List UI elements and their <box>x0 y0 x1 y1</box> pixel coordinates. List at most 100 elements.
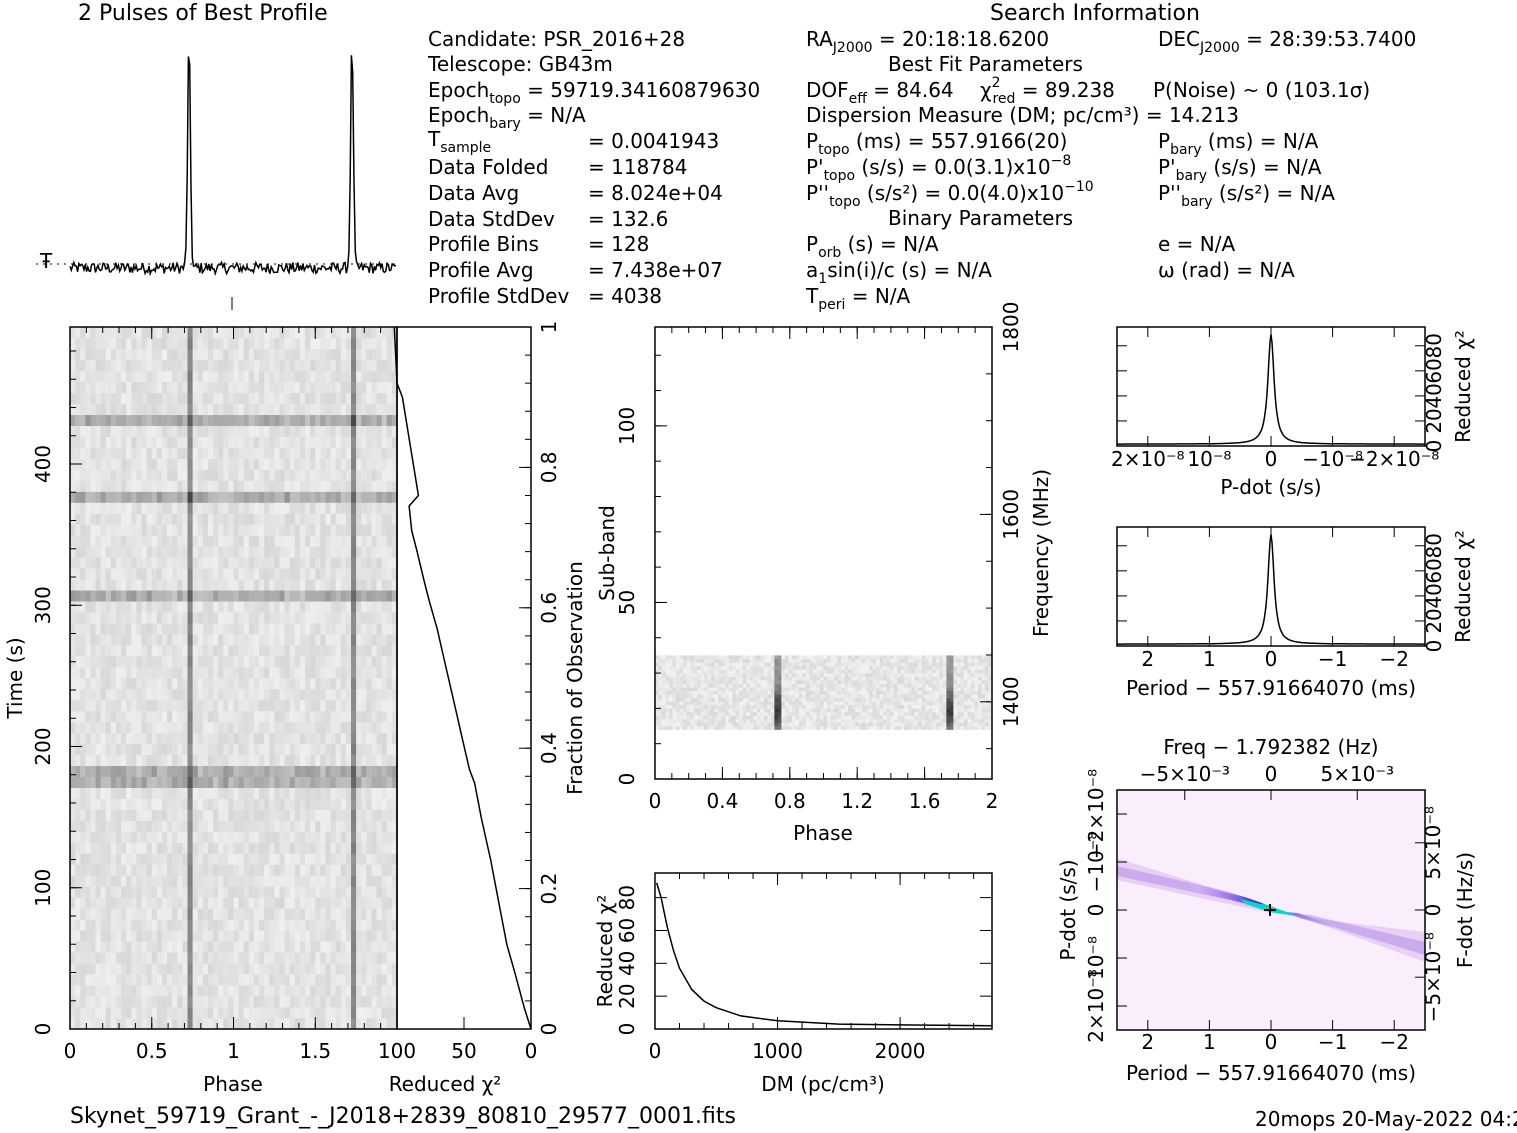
time-phase-cell <box>243 513 250 525</box>
time-phase-cell <box>310 447 316 459</box>
time-phase-cell <box>259 381 265 394</box>
time-phase-cell <box>70 974 76 986</box>
subband-cell <box>700 711 705 716</box>
time-phase-cell <box>294 513 301 525</box>
subband-cell <box>700 701 705 706</box>
time-phase-cell <box>95 831 101 843</box>
time-phase-cell <box>325 710 331 723</box>
subband-cell <box>921 718 926 723</box>
subband-cell <box>827 704 831 709</box>
time-phase-cell <box>315 743 321 756</box>
subband-cell <box>921 708 926 713</box>
time-phase-cell <box>192 908 199 920</box>
time-phase-cell <box>376 579 382 591</box>
subband-cell <box>823 704 828 709</box>
time-phase-cell <box>121 699 127 712</box>
time-phase-cell <box>299 710 306 723</box>
time-phase-cell <box>136 930 142 942</box>
profile-title: 2 Pulses of Best Profile <box>78 1 328 26</box>
time-phase-cell <box>85 974 91 986</box>
time-phase-cell <box>213 864 219 876</box>
time-phase-cell <box>197 732 204 745</box>
time-phase-cell <box>105 952 112 964</box>
time-phase-cell <box>391 699 398 712</box>
time-phase-cell <box>269 645 275 657</box>
time-phase-cell <box>213 579 219 591</box>
time-phase-cell <box>177 831 183 843</box>
subband-cell <box>802 715 807 720</box>
time-phase-cell <box>269 469 275 481</box>
time-phase-cell <box>218 1018 224 1030</box>
time-phase-cell <box>80 634 86 646</box>
subband-cell <box>855 704 859 709</box>
time-phase-cell <box>269 524 275 536</box>
time-phase-cell <box>391 809 398 821</box>
time-phase-cell <box>376 458 382 470</box>
subband-cell <box>925 711 930 716</box>
time-phase-cell <box>386 710 393 723</box>
time-phase-cell <box>187 458 193 470</box>
time-phase-cell <box>95 886 101 898</box>
time-phase-cell <box>243 721 250 734</box>
time-phase-cell <box>177 721 183 734</box>
time-phase-cell <box>223 754 229 767</box>
subband-cell <box>770 722 775 727</box>
time-phase-cell <box>356 557 362 569</box>
time-phase-cell <box>325 612 331 624</box>
time-phase-cell <box>202 524 209 536</box>
time-phase-cell <box>228 623 234 635</box>
time-phase-cell <box>146 546 153 558</box>
subband-cell <box>690 708 694 713</box>
time-phase-cell <box>310 370 316 383</box>
time-phase-cell <box>289 645 296 657</box>
time-phase-cell <box>361 688 367 701</box>
time-phase-cell <box>253 853 260 865</box>
time-phase-cell <box>279 875 285 887</box>
time-phase-cell <box>340 535 347 547</box>
time-phase-cell <box>156 458 163 470</box>
time-phase-cell <box>192 1018 199 1030</box>
time-phase-cell <box>391 370 398 383</box>
subband-cell <box>876 715 880 720</box>
time-phase-cell <box>223 678 229 690</box>
time-phase-cell <box>325 996 331 1008</box>
time-phase-cell <box>146 678 153 690</box>
subband-cell <box>756 704 761 709</box>
subband-cell <box>974 726 979 730</box>
time-phase-cell <box>121 513 127 525</box>
subband-cell <box>942 715 947 720</box>
subband-cell <box>876 718 880 723</box>
time-phase-cell <box>172 447 178 459</box>
time-phase-cell <box>151 897 158 909</box>
time-phase-cell <box>85 436 91 448</box>
time-phase-cell <box>197 348 204 361</box>
time-phase-cell <box>381 579 388 591</box>
time-phase-cell <box>85 678 91 690</box>
time-phase-cell <box>233 754 239 767</box>
time-phase-cell <box>340 809 347 821</box>
time-phase-cell <box>284 491 290 503</box>
time-phase-cell <box>167 710 173 723</box>
time-phase-cell <box>218 710 224 723</box>
time-phase-cell <box>177 623 183 635</box>
time-phase-cell <box>259 754 265 767</box>
time-phase-cell <box>279 721 285 734</box>
time-phase-cell <box>315 875 321 887</box>
time-phase-cell <box>213 425 219 437</box>
subband-cell <box>728 718 733 723</box>
time-phase-cell <box>187 601 193 613</box>
time-phase-cell <box>75 776 81 788</box>
time-phase-cell <box>90 688 96 701</box>
time-phase-cell <box>110 743 117 756</box>
time-phase-cell <box>386 754 393 767</box>
time-phase-cell <box>177 535 183 547</box>
time-phase-cell <box>126 809 132 821</box>
time-phase-cell <box>121 634 127 646</box>
time-phase-cell <box>289 557 296 569</box>
time-phase-cell <box>156 436 163 448</box>
time-phase-cell <box>366 425 372 437</box>
time-phase-cell <box>151 579 158 591</box>
time-phase-cell <box>320 458 326 470</box>
time-phase-cell <box>315 710 321 723</box>
time-phase-cell <box>315 963 321 975</box>
